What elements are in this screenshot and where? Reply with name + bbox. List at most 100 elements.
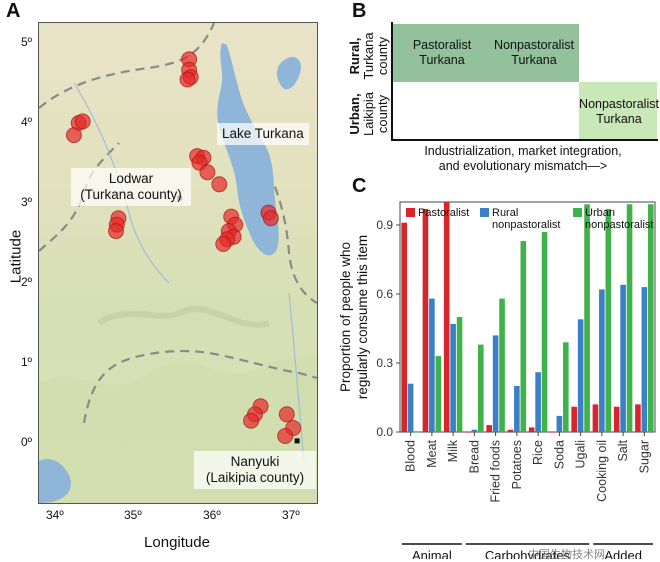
legend-label-line: Pastoralist [418, 207, 469, 219]
panel-b-letter: B [352, 0, 367, 22]
bar [422, 208, 429, 432]
bar [550, 432, 556, 433]
small-lake [276, 57, 301, 90]
category-label: Bread [467, 440, 481, 473]
bar [465, 432, 471, 433]
cell-text: Turkana [511, 53, 557, 67]
bar [592, 404, 599, 432]
longitude-axis-label: Longitude [144, 534, 210, 551]
latitude-axis-label: Latitude [7, 229, 25, 284]
bar [499, 298, 505, 432]
lake-turkana-shape [217, 43, 279, 256]
category-label: Blood [404, 440, 418, 472]
study-site-point [278, 406, 295, 423]
study-site-point [215, 236, 232, 252]
legend-label: Rural nonpastoralist [492, 207, 561, 231]
category-label: Milk [446, 439, 460, 462]
panel-a-letter: A [6, 0, 21, 22]
group-label-line: Animal [412, 548, 452, 559]
county-border-east [268, 172, 317, 304]
y-axis-label-line: regularly consume this item [355, 235, 370, 399]
bar [541, 231, 548, 432]
panel-c-letter: C [352, 175, 367, 197]
legend-swatch [480, 208, 489, 217]
category-label: Rice [531, 440, 545, 465]
lodwar-name: Lodwar [108, 171, 154, 186]
bar [450, 323, 456, 432]
legend-label: Pastoralist [418, 207, 469, 219]
site-points [65, 51, 302, 444]
watermark: 中国生物技术网 [528, 549, 605, 561]
terrain-ridge [97, 306, 270, 328]
row-label-urban-3: county [375, 94, 390, 134]
group-label-line: Carbohydrates [485, 548, 571, 559]
y-tick-label: 0.3 [376, 356, 393, 370]
study-site-point [243, 412, 260, 429]
cell-text: Turkana [596, 112, 642, 126]
lake-turkana-label: Lake Turkana [217, 123, 309, 145]
bar [429, 298, 435, 432]
b-x-axis-label-2: and evolutionary mismatch—> [438, 159, 608, 173]
river [288, 292, 305, 464]
lodwar-label: Lodwar (Turkana county) [71, 168, 191, 206]
study-site-point [277, 428, 294, 444]
bar [514, 386, 520, 432]
bar [599, 289, 605, 432]
lon-tick-37: 37º [282, 508, 300, 522]
bar [492, 335, 499, 432]
legend-swatch [406, 208, 415, 217]
town-marker [294, 438, 300, 444]
plot-frame [399, 201, 656, 433]
study-site-point [199, 164, 216, 181]
county-border-west [39, 142, 120, 252]
category-label: Sugar [637, 440, 651, 473]
legend-label-line: Urban [585, 207, 615, 219]
study-site-point [262, 210, 279, 227]
map-panel: Lake Turkana Lodwar (Turkana county) Nan… [38, 22, 318, 504]
b-x-axis-label-1: Industrialization, market integration, [424, 144, 622, 158]
bar [577, 319, 584, 432]
study-site-point [179, 71, 196, 88]
bar [507, 429, 514, 432]
group-label: Addednutrients [598, 548, 648, 559]
lat-tick-1: 1º [20, 355, 32, 369]
group-label: Animalproducts [407, 548, 457, 559]
cell-urban-bg [579, 82, 657, 140]
lat-tick-0: 0º [20, 435, 32, 449]
y-tick-label: 0.6 [376, 287, 393, 301]
group-label-line: Added [604, 548, 642, 559]
category-label: Fried foods [489, 440, 503, 503]
category-label: Cooking oil [595, 440, 609, 502]
bar [584, 204, 590, 432]
y-tick-label: 0.9 [376, 218, 393, 232]
bar [486, 425, 492, 432]
bar [571, 406, 577, 432]
lake-southwest [39, 458, 71, 503]
bar [456, 317, 463, 432]
bar [478, 344, 484, 432]
bar [520, 241, 527, 432]
study-site-point [108, 223, 124, 240]
bar [563, 342, 569, 432]
bar [535, 372, 541, 432]
row-label-urban-1: Urban, [347, 93, 362, 135]
legend-swatch [573, 208, 582, 217]
legend-label-line: nonpastoralist [585, 219, 654, 231]
county-border-south [82, 349, 317, 424]
lon-tick-36: 36º [203, 508, 221, 522]
lat-tick-5: 5º [20, 35, 32, 49]
y-tick-label: 0.0 [376, 425, 393, 439]
bar-chart: 0.0 0.3 0.6 0.9 Proportion of people who regu… [338, 201, 656, 559]
river [73, 82, 170, 284]
bar [613, 406, 620, 432]
legend-label-line: nonpastoralist [492, 219, 561, 231]
lat-tick-4: 4º [20, 115, 32, 129]
cell-rural-bg [392, 24, 579, 82]
bar [635, 404, 641, 432]
cell-text: Pastoralist [412, 38, 472, 52]
cell-text: Nonpastoralist [579, 97, 659, 111]
map-canvas [39, 23, 317, 503]
bar [626, 204, 633, 432]
cell-text: Turkana [419, 53, 465, 67]
nanyuki-county: (Laikipia county) [205, 470, 305, 485]
